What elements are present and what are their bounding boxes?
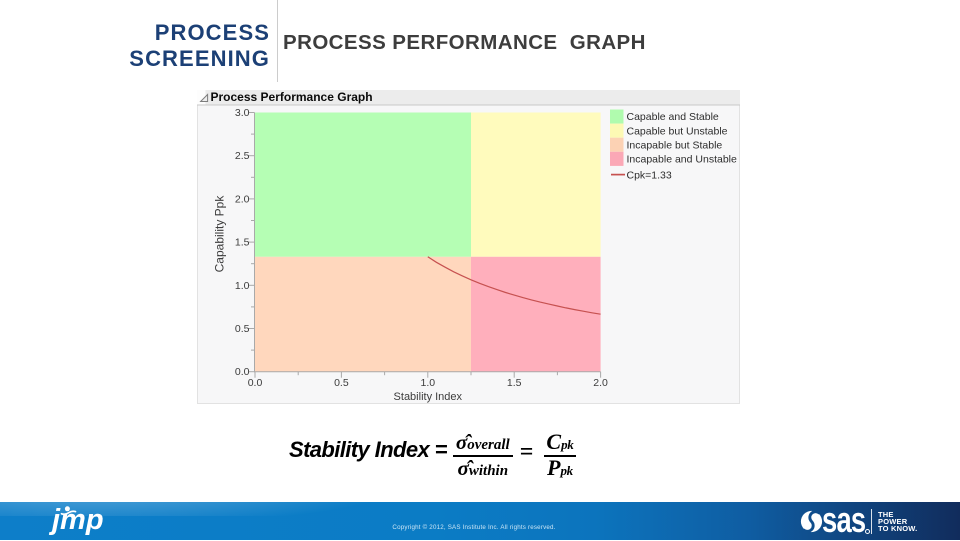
- svg-text:Capable but Unstable: Capable but Unstable: [627, 125, 728, 137]
- svg-text:2.0: 2.0: [593, 377, 608, 389]
- svg-text:1.5: 1.5: [507, 377, 522, 389]
- svg-text:3.0: 3.0: [235, 107, 250, 119]
- svg-text:Process Performance Graph: Process Performance Graph: [211, 90, 373, 104]
- svg-text:2.5: 2.5: [235, 150, 250, 162]
- svg-text:Stability Index: Stability Index: [394, 391, 463, 403]
- svg-text:Incapable and Unstable: Incapable and Unstable: [627, 154, 737, 166]
- svg-text:1.0: 1.0: [420, 377, 435, 389]
- svg-text:2.0: 2.0: [235, 193, 250, 205]
- svg-text:0.0: 0.0: [248, 377, 263, 389]
- svg-text:0.5: 0.5: [235, 323, 250, 335]
- svg-text:0.0: 0.0: [235, 366, 250, 378]
- svg-text:1.0: 1.0: [235, 280, 250, 292]
- svg-text:1.5: 1.5: [235, 237, 250, 249]
- svg-text:Cpk=1.33: Cpk=1.33: [627, 169, 672, 181]
- svg-text:0.5: 0.5: [334, 377, 349, 389]
- svg-text:Capable and Stable: Capable and Stable: [627, 111, 719, 123]
- svg-text:Incapable but Stable: Incapable but Stable: [627, 139, 723, 151]
- svg-text:Capability Ppk: Capability Ppk: [213, 195, 227, 273]
